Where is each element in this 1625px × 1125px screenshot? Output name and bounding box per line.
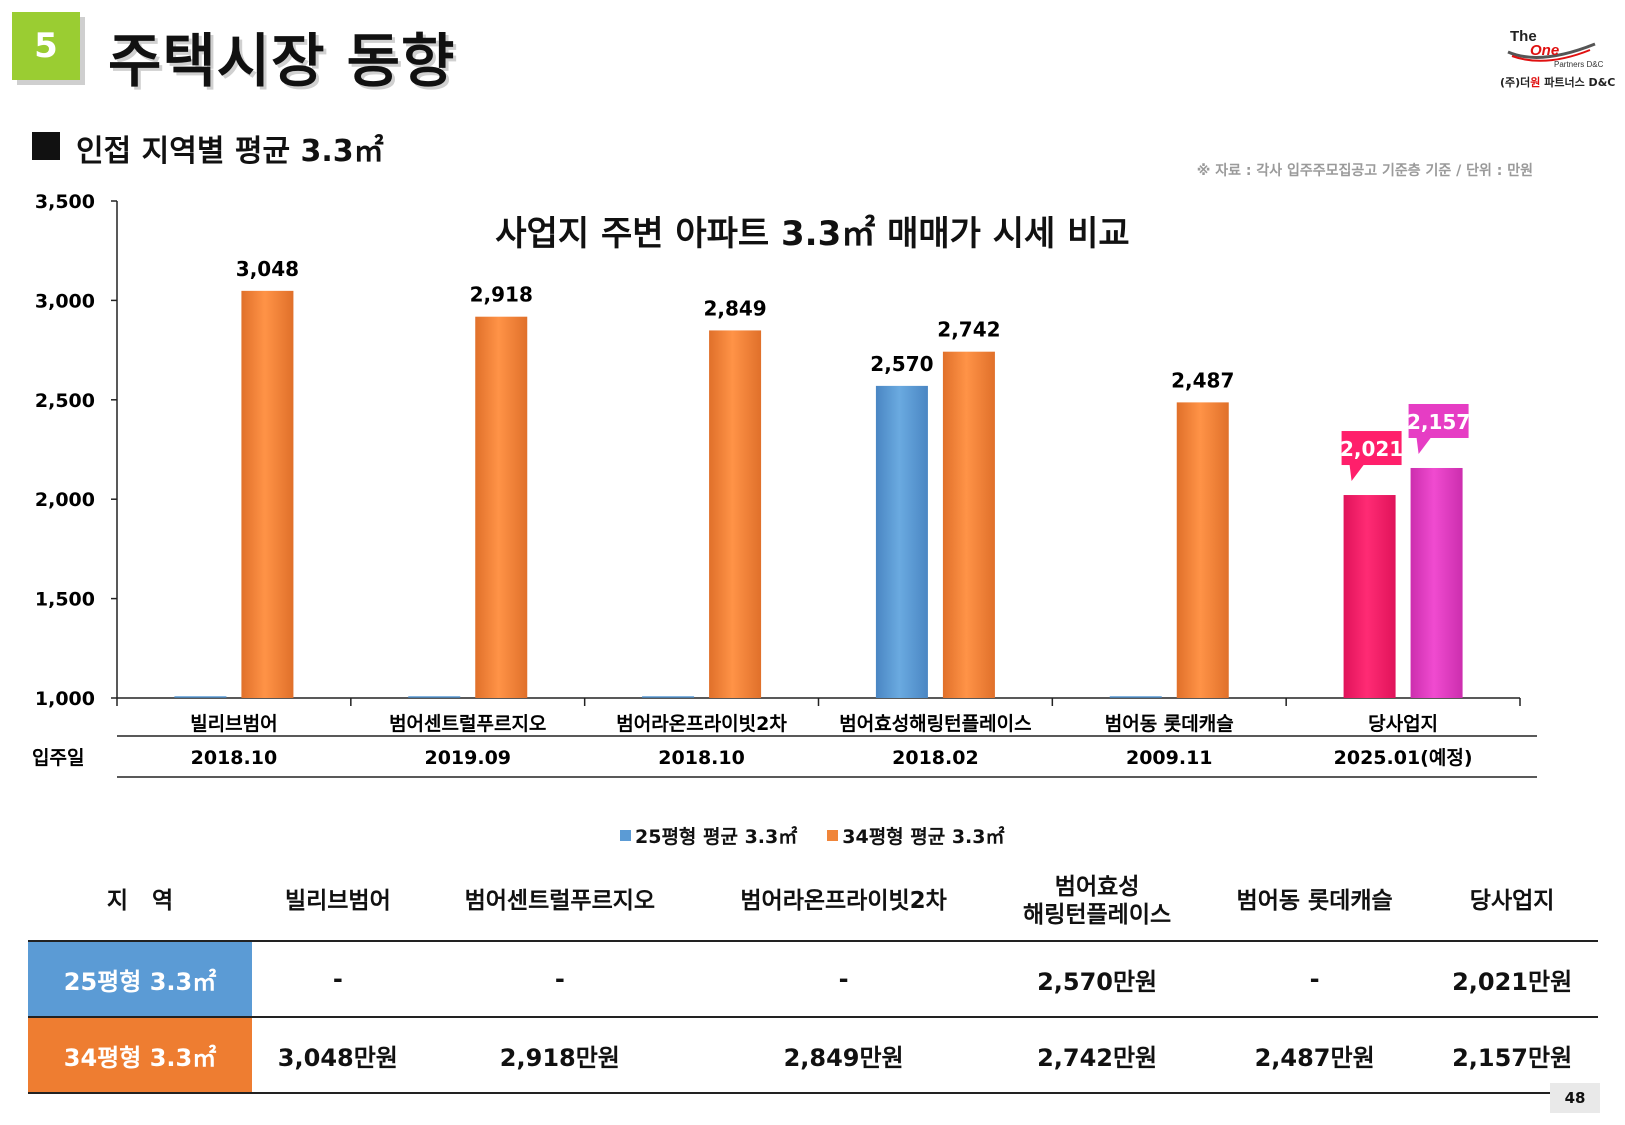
table-cell: 2,157만원 [1452,1043,1573,1072]
table-cell: 2,742만원 [1037,1043,1158,1072]
table-header-region: 지 역 [106,888,174,915]
legend-item-34: 34평형 평균 3.3㎡ [827,822,1005,849]
subheading-bullet-icon [32,132,60,160]
bar-34 [942,351,995,698]
bar-34 [1410,467,1463,698]
bar-34 [1176,402,1229,698]
x-category-label: 범어센트럴푸르지오 [389,713,546,735]
table-cell: 3,048만원 [277,1043,398,1072]
table-header-row: 지 역 빌리브범어 범어센트럴푸르지오 범어라온프라이빗2차 범어효성 해링턴플… [28,864,1598,941]
section-number-badge: 5 [12,12,80,80]
price-table: 지 역 빌리브범어 범어센트럴푸르지오 범어라온프라이빗2차 범어효성 해링턴플… [28,864,1598,1094]
table-cell: 2,021만원 [1452,967,1573,996]
x-category-label: 당사업지 [1368,713,1438,735]
legend-label-25: 25평형 평균 3.3㎡ [635,826,798,848]
movein-date: 2025.01(예정) [1334,747,1473,769]
y-tick-label: 2,000 [35,489,95,511]
bar-34 [241,290,294,698]
bar-value-label: 2,570 [870,352,933,376]
page-number: 48 [1550,1083,1600,1113]
logo-swoosh-icon [1507,42,1596,62]
table-header-cell: 당사업지 [1469,888,1555,915]
logo-text-korean: (주)더원 파트너스 D&C [1500,76,1616,89]
company-logo: The One Partners D&C (주)더원 파트너스 D&C [1500,22,1615,94]
table-header-cell: 빌리브범어 [284,888,391,915]
table-row: 25평형 3.3㎡ - - - 2,570만원 - 2,021만원 [28,941,1598,1017]
value-callout-box [1408,403,1469,438]
y-tick-label: 1,500 [35,589,95,611]
y-tick-label: 3,500 [35,191,95,213]
bar-34 [709,330,762,698]
bar-value-label: 3,048 [236,257,299,281]
movein-date: 2018.10 [191,747,278,769]
bar-value-label: 2,157 [1407,410,1470,434]
movein-label: 입주일 [32,747,84,769]
bar-value-label: 2,849 [703,296,766,320]
legend-label-34: 34평형 평균 3.3㎡ [842,826,1005,848]
y-tick-label: 1,000 [35,688,95,710]
x-category-label: 빌리브범어 [190,713,277,735]
bar-value-label: 2,918 [470,283,533,307]
chart-legend: 25평형 평균 3.3㎡ 34평형 평균 3.3㎡ [620,822,1005,849]
bar-value-label: 2,021 [1340,437,1403,461]
bar-chart: 1,000 1,500 2,000 2,500 3,000 3,500 빌리브범어 범어센트럴… [32,191,1537,778]
chart-title: 사업지 주변 아파트 3.3㎡ 매매가 시세 비교 [495,214,1130,254]
logo-text-one: One [1530,42,1560,59]
x-category-label: 범어라온프라이빗2차 [616,713,787,735]
table-row: 34평형 3.3㎡ 3,048만원 2,918만원 2,849만원 2,742만… [28,1017,1598,1093]
bar-25 [875,385,928,698]
table-cell: 2,570만원 [1037,967,1158,996]
bar-value-label: 2,487 [1171,368,1234,392]
table-cell: 2,849만원 [783,1043,904,1072]
subheading: 인접 지역별 평균 3.3㎡ [76,134,384,169]
row-header-25: 25평형 3.3㎡ [28,941,252,1017]
row-header-34: 34평형 3.3㎡ [28,1017,252,1093]
logo-text-the: The [1510,28,1537,45]
legend-swatch-34 [827,830,839,841]
table-cell: 2,918만원 [499,1043,620,1072]
table-cell: - [1309,965,1320,993]
bar-value-label: 2,742 [937,318,1000,342]
source-note: ※ 자료 : 각사 입주주모집공고 기준층 기준 / 단위 : 만원 [1196,163,1533,179]
table-header-cell: 범어라온프라이빗2차 [740,888,947,915]
table-cell: 2,487만원 [1254,1043,1375,1072]
movein-date: 2018.02 [892,747,979,769]
table-cell: - [332,965,343,993]
bar-34 [475,316,528,698]
bar-25 [1343,495,1396,698]
table-cell: - [838,965,849,993]
logo-text-partners: Partners D&C [1554,60,1604,69]
value-callout-pointer [1349,465,1364,482]
table-header-cell: 범어동 롯데캐슬 [1236,888,1393,915]
x-category-label: 범어동 롯데캐슬 [1105,713,1234,735]
value-callout-box [1341,431,1402,466]
y-tick-label: 3,000 [35,290,95,312]
x-category-label: 범어효성해링턴플레이스 [839,713,1031,735]
y-tick-label: 2,500 [35,390,95,412]
table-cell: - [554,965,565,993]
legend-item-25: 25평형 평균 3.3㎡ [620,822,797,849]
movein-date: 2019.09 [424,747,511,769]
table-header-cell: 범어효성 해링턴플레이스 [1023,874,1172,928]
page-title: 주택시장 동향 [108,27,456,95]
movein-date: 2018.10 [658,747,745,769]
value-callout-pointer [1416,437,1431,454]
movein-date: 2009.11 [1126,747,1213,769]
table-header-cell: 범어센트럴푸르지오 [464,888,656,915]
legend-swatch-25 [620,830,631,841]
